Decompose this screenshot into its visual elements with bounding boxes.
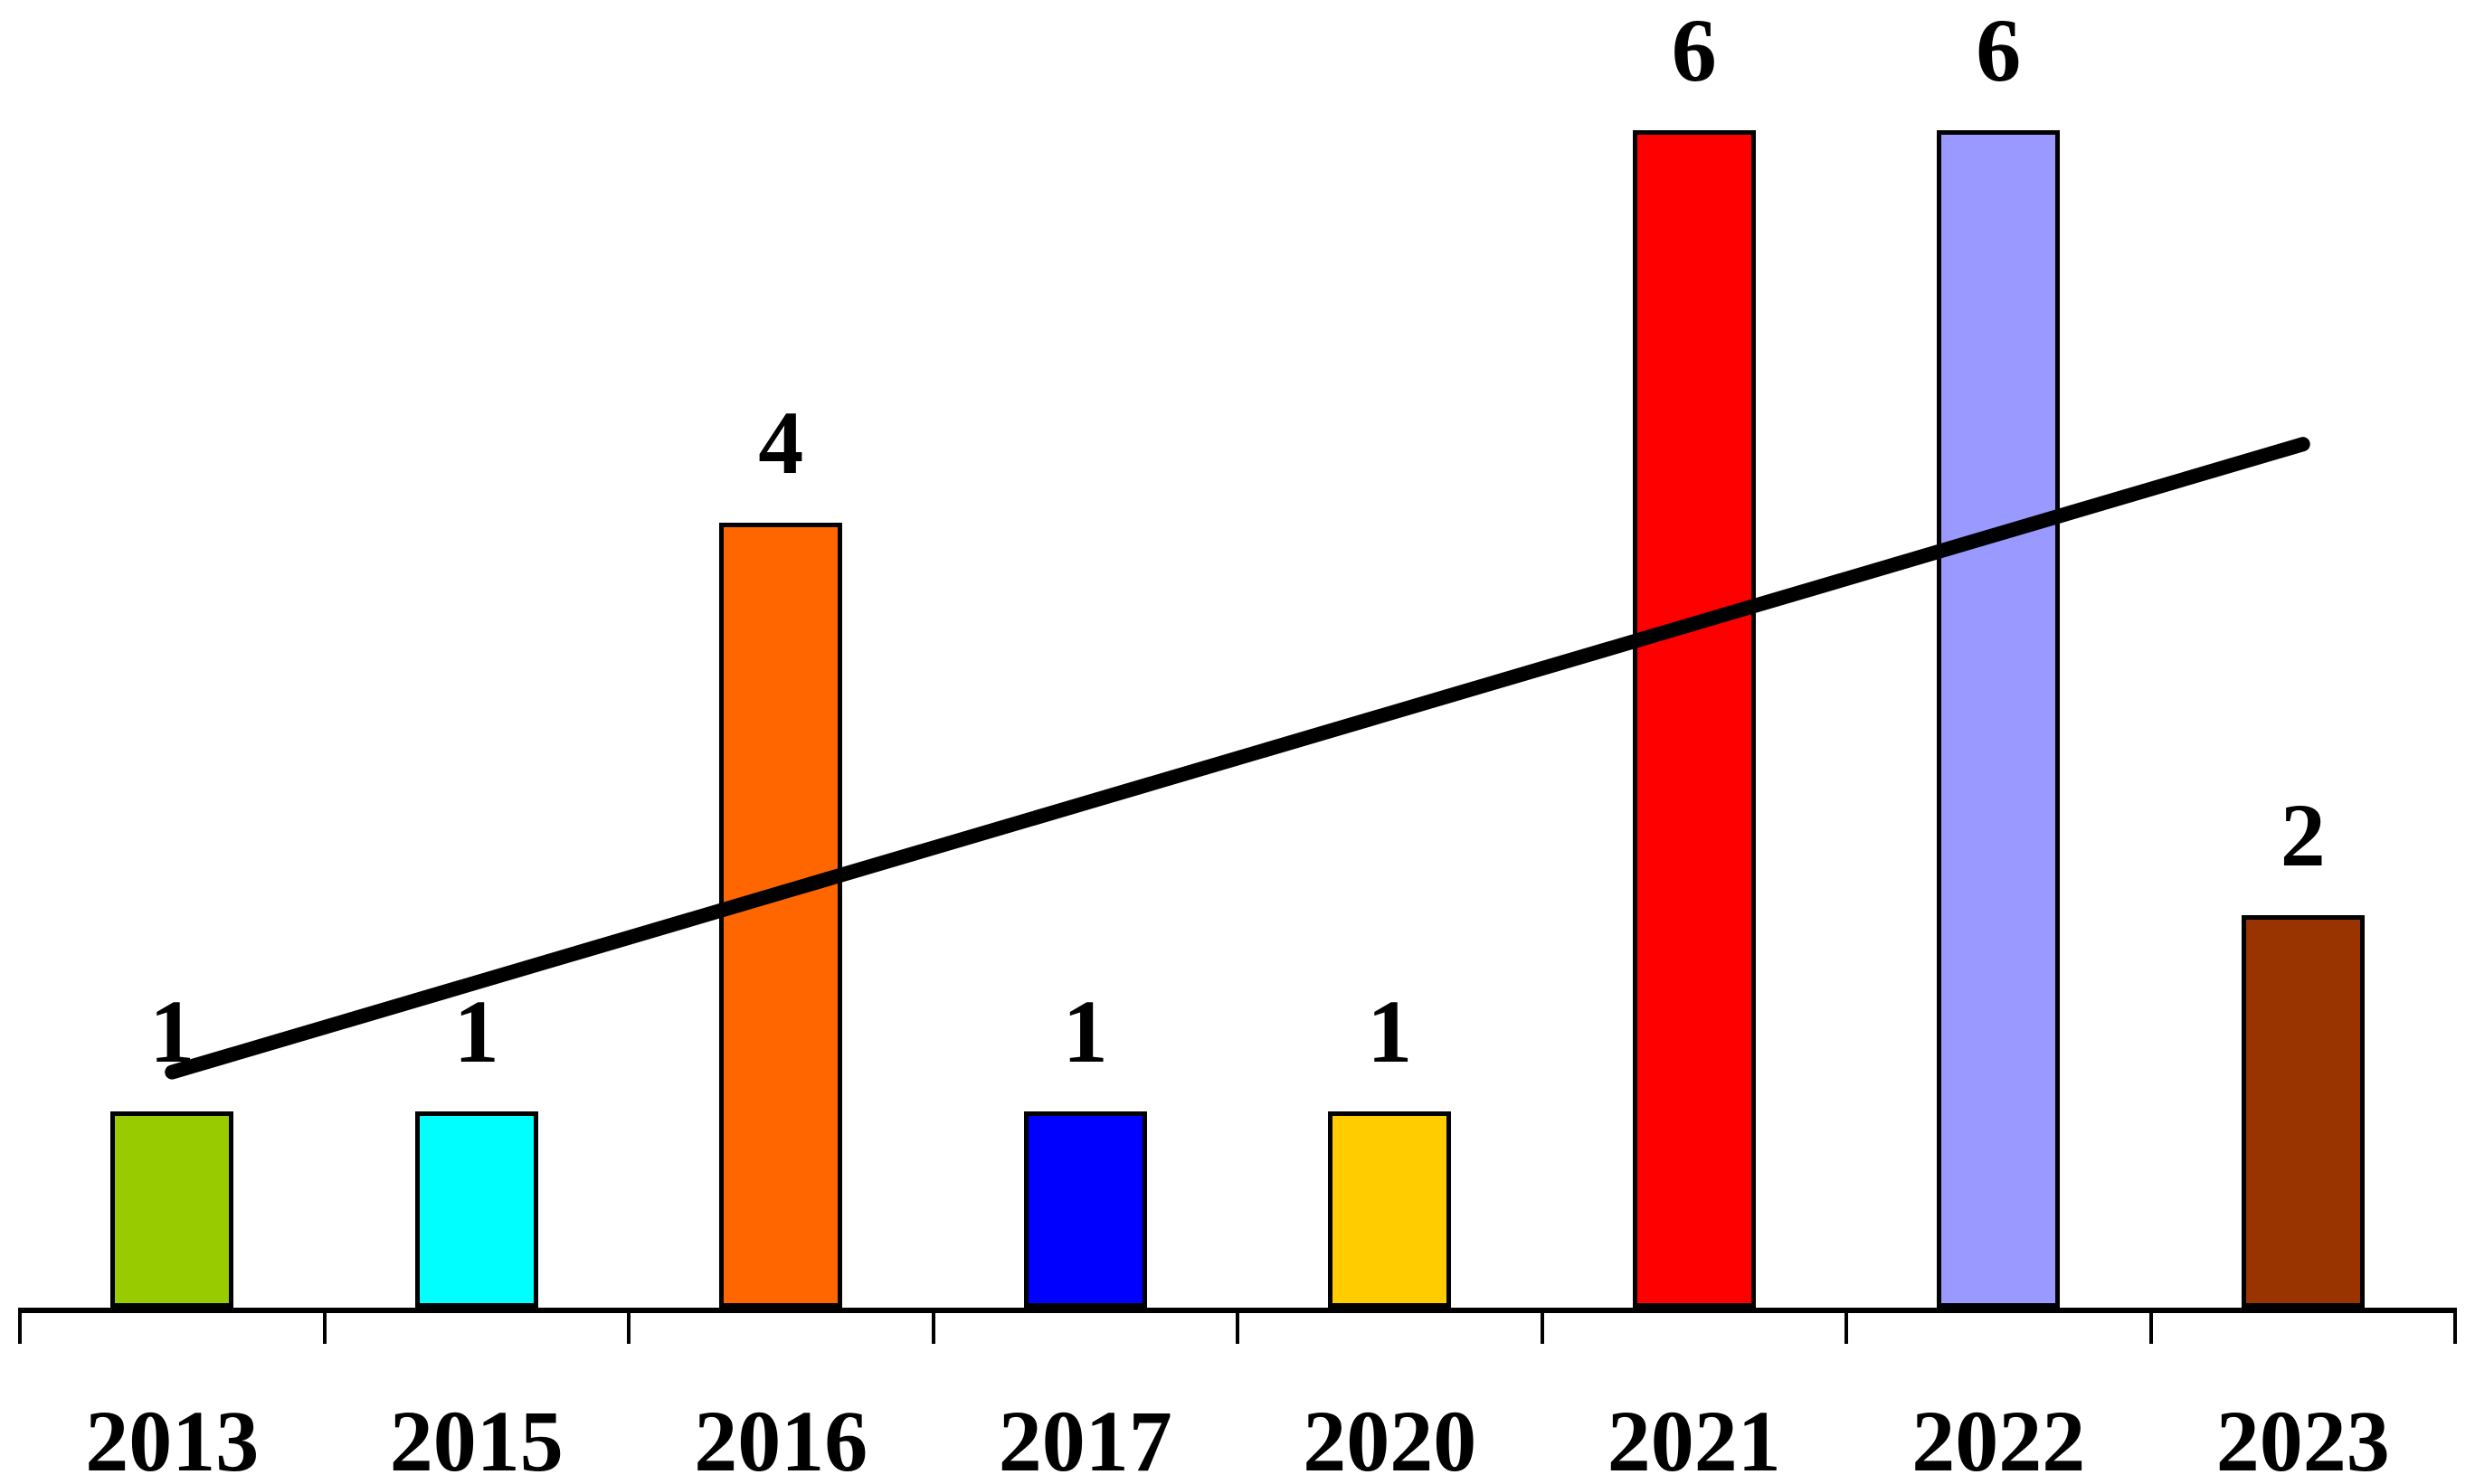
bar-2015 xyxy=(415,1111,538,1308)
x-axis-label-2017: 2017 xyxy=(998,1393,1172,1484)
x-axis-label-2022: 2022 xyxy=(1911,1393,2086,1484)
bar-2021 xyxy=(1633,130,1756,1308)
x-axis-tick xyxy=(931,1308,935,1344)
value-label-2016: 4 xyxy=(758,392,804,493)
value-label-2020: 1 xyxy=(1367,981,1413,1082)
x-axis-label-2020: 2020 xyxy=(1303,1393,1477,1484)
bar-2020 xyxy=(1328,1111,1451,1308)
x-axis-tick xyxy=(627,1308,631,1344)
value-label-2013: 1 xyxy=(149,981,195,1082)
x-axis-tick xyxy=(1236,1308,1239,1344)
value-label-2023: 2 xyxy=(2280,785,2326,885)
bar-2022 xyxy=(1937,130,2060,1308)
x-axis-tick xyxy=(2453,1308,2457,1344)
value-label-2022: 6 xyxy=(1976,0,2022,100)
value-label-2015: 1 xyxy=(453,981,499,1082)
bar-2016 xyxy=(719,523,842,1308)
bar-2013 xyxy=(110,1111,233,1308)
x-axis-label-2023: 2023 xyxy=(2215,1393,2390,1484)
x-axis-tick xyxy=(2148,1308,2153,1344)
x-axis-tick xyxy=(322,1308,327,1344)
bar-2023 xyxy=(2242,915,2365,1308)
x-axis-tick xyxy=(18,1308,22,1344)
value-label-2021: 6 xyxy=(1671,0,1717,100)
x-axis-tick xyxy=(1540,1308,1544,1344)
x-axis-tick xyxy=(1844,1308,1848,1344)
x-axis-label-2013: 2013 xyxy=(85,1393,260,1484)
x-axis-label-2016: 2016 xyxy=(694,1393,868,1484)
value-label-2017: 1 xyxy=(1062,981,1108,1082)
x-axis-label-2021: 2021 xyxy=(1607,1393,1781,1484)
x-axis-label-2015: 2015 xyxy=(389,1393,564,1484)
bar-2017 xyxy=(1024,1111,1147,1308)
